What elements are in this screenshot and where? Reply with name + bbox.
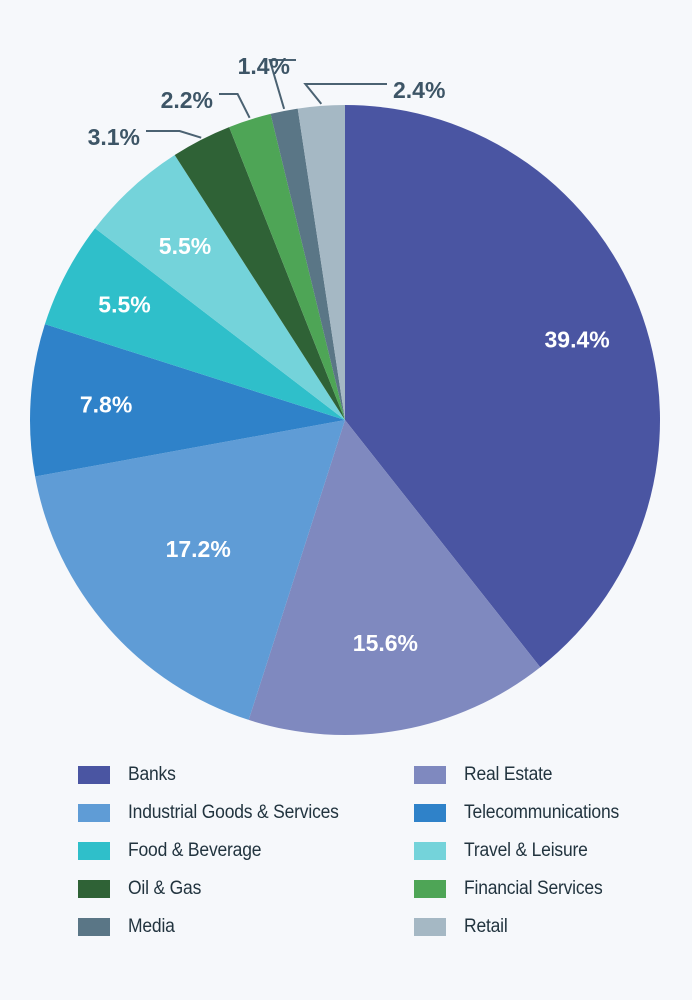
- pie-slice-travel-and-leisure: [95, 155, 345, 420]
- leader-line-oil-and-gas: [146, 130, 202, 139]
- legend-label: Real Estate: [464, 764, 553, 785]
- data-label-real-estate: 15.6%: [353, 630, 418, 656]
- legend-label: Media: [128, 916, 175, 937]
- pie-chart: 39.4% 15.6% 17.2% 7.8% 5.5% 5.5% 3.1% 2.2% 1.4% 2…: [30, 53, 661, 736]
- legend: Banks Real Estate Industrial Goods & Servi…: [78, 762, 678, 940]
- legend-swatch: [78, 918, 110, 936]
- pie-slice-industrial-goods-and-services: [35, 420, 346, 720]
- data-label-media: 1.4%: [238, 53, 290, 79]
- legend-label: Oil & Gas: [128, 878, 202, 899]
- legend-swatch: [414, 880, 446, 898]
- pie-slice-real-estate: [248, 420, 541, 736]
- pie-slice-telecommunications: [30, 324, 345, 477]
- legend-swatch: [78, 880, 110, 898]
- legend-item-industrial-goods-and-services: Industrial Goods & Services: [78, 800, 414, 826]
- legend-label: Retail: [464, 916, 508, 937]
- data-label-industrial-goods-and-services: 17.2%: [166, 536, 231, 562]
- legend-label: Telecommunications: [464, 802, 620, 823]
- legend-item-telecommunications: Telecommunications: [414, 800, 674, 826]
- data-label-banks: 39.4%: [544, 326, 609, 352]
- legend-item-retail: Retail: [414, 914, 674, 940]
- legend-item-real-estate: Real Estate: [414, 762, 674, 788]
- pie-slice-media: [270, 108, 345, 420]
- legend-item-travel-and-leisure: Travel & Leisure: [414, 838, 674, 864]
- legend-item-financial-services: Financial Services: [414, 876, 674, 902]
- data-label-oil-and-gas: 3.1%: [88, 124, 140, 150]
- legend-label: Food & Beverage: [128, 840, 262, 861]
- pie-slice-retail: [297, 105, 345, 420]
- data-label-telecommunications: 7.8%: [80, 392, 132, 418]
- legend-swatch: [414, 842, 446, 860]
- legend-label: Banks: [128, 764, 176, 785]
- legend-swatch: [414, 918, 446, 936]
- legend-label: Travel & Leisure: [464, 840, 588, 861]
- legend-swatch: [78, 804, 110, 822]
- leader-line-media: [268, 59, 296, 110]
- legend-item-oil-and-gas: Oil & Gas: [78, 876, 414, 902]
- leader-line-financial-services: [219, 93, 251, 119]
- pie-slice-oil-and-gas: [174, 127, 345, 420]
- legend-item-banks: Banks: [78, 762, 414, 788]
- legend-swatch: [414, 804, 446, 822]
- data-label-food-and-beverage: 5.5%: [98, 292, 150, 318]
- data-label-retail: 2.4%: [393, 77, 445, 103]
- pie-slice-food-and-beverage: [44, 228, 346, 420]
- data-label-travel-and-leisure: 5.5%: [159, 233, 211, 259]
- legend-swatch: [414, 766, 446, 784]
- leader-line-retail: [303, 83, 387, 105]
- pie-slice-banks: [345, 105, 661, 668]
- legend-swatch: [78, 842, 110, 860]
- legend-item-food-and-beverage: Food & Beverage: [78, 838, 414, 864]
- legend-label: Industrial Goods & Services: [128, 802, 339, 823]
- legend-label: Financial Services: [464, 878, 603, 899]
- pie-slice-financial-services: [229, 113, 345, 421]
- legend-swatch: [78, 766, 110, 784]
- data-label-financial-services: 2.2%: [161, 87, 213, 113]
- legend-item-media: Media: [78, 914, 414, 940]
